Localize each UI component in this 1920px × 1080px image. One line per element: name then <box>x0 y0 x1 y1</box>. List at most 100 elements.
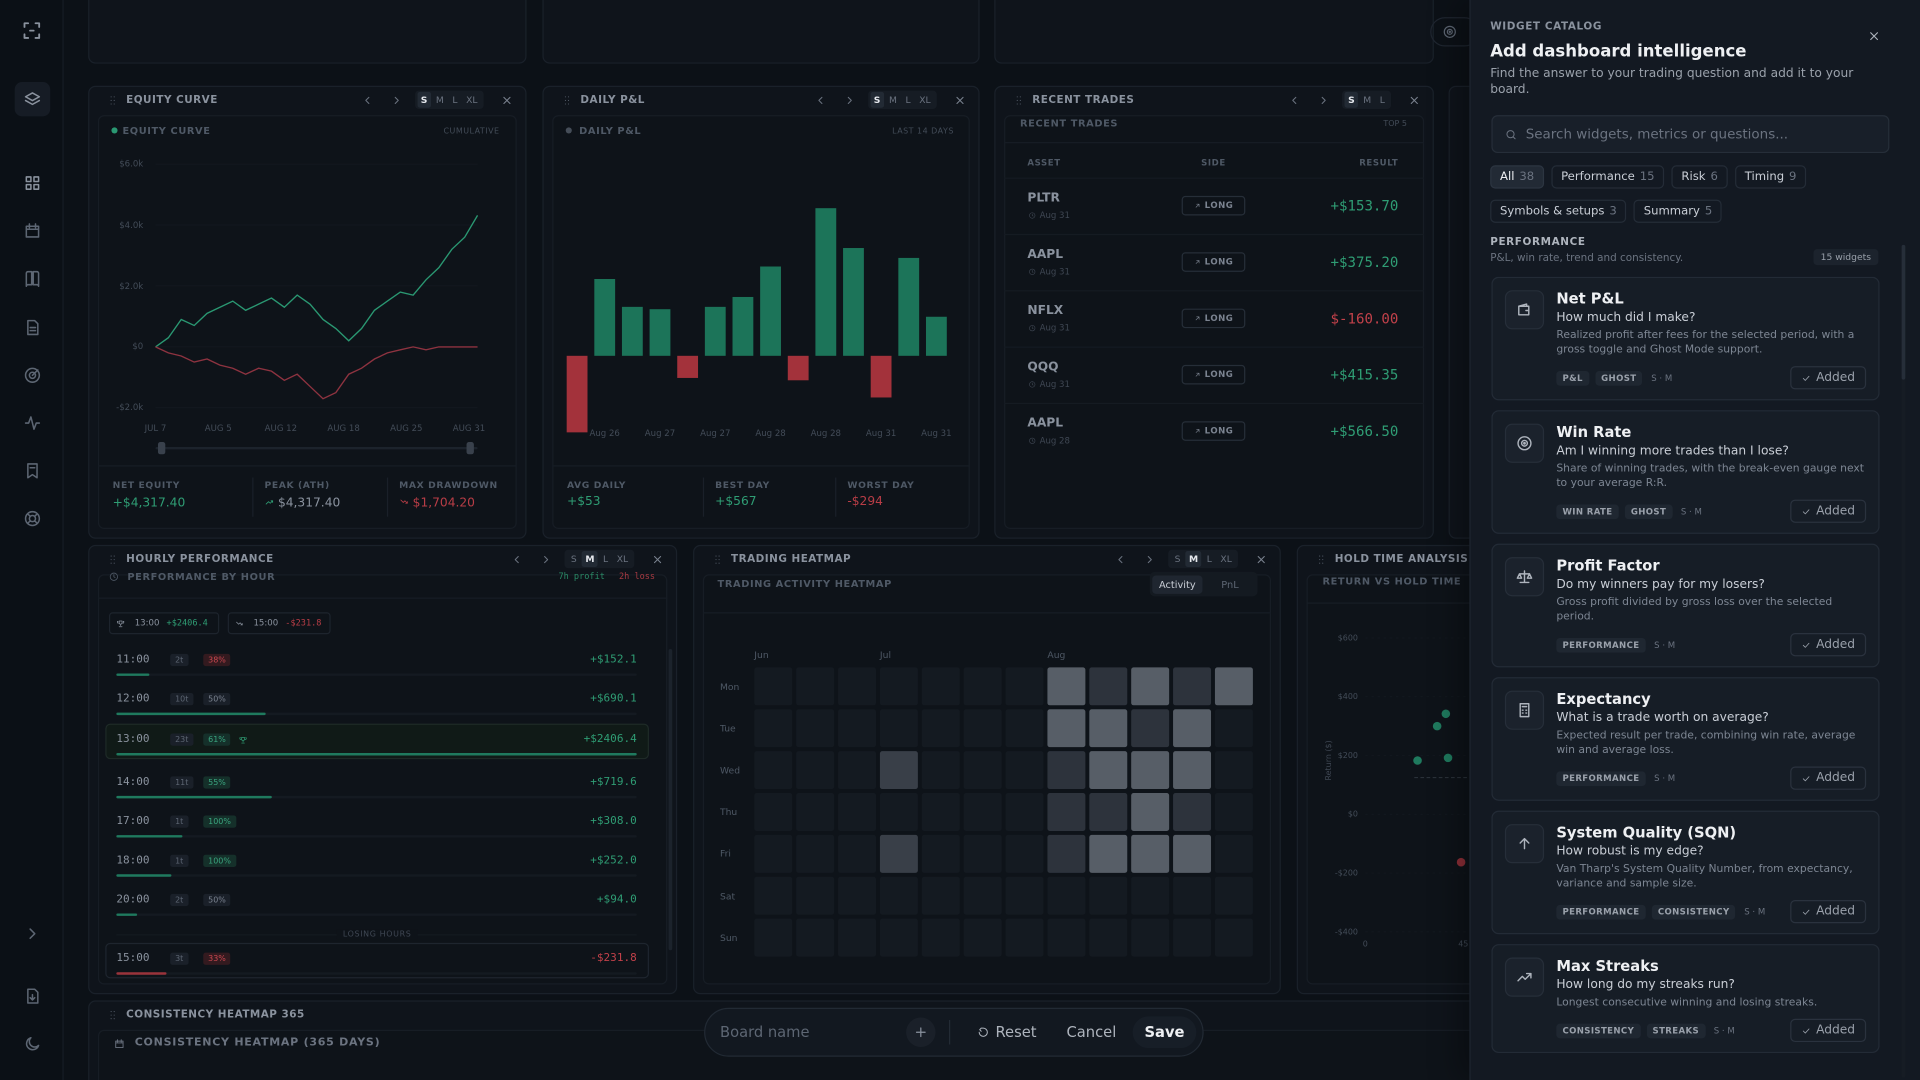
y-tick-label: $400 <box>1337 691 1358 702</box>
size-option[interactable]: XL <box>1220 553 1232 565</box>
nav-icon[interactable] <box>23 90 41 108</box>
filter-chip[interactable]: Timing 9 <box>1735 165 1807 189</box>
size-option[interactable]: S <box>570 553 577 565</box>
board-name-input[interactable]: Board name <box>720 1023 810 1041</box>
size-option[interactable]: M <box>1363 94 1372 106</box>
drag-handle[interactable] <box>107 553 119 565</box>
filter-chip[interactable]: All 38 <box>1490 165 1544 189</box>
size-option[interactable]: XL <box>616 553 629 565</box>
prev-button[interactable] <box>511 553 523 565</box>
size-option[interactable]: S <box>1344 91 1359 108</box>
widget-card[interactable]: Max Streaks How long do my streaks run? Lo… <box>1491 944 1880 1054</box>
nav-icon[interactable] <box>23 413 41 431</box>
size-option[interactable]: XL <box>919 94 931 106</box>
widget-card[interactable]: System Quality (SQN) How robust is my edg… <box>1491 810 1880 935</box>
drag-handle[interactable] <box>107 1008 119 1020</box>
heat-cell <box>921 667 960 706</box>
close-button[interactable] <box>501 94 513 106</box>
size-option[interactable]: M <box>888 94 897 106</box>
nav-icon[interactable] <box>23 318 41 336</box>
filter-chip[interactable]: Summary 5 <box>1633 198 1723 223</box>
nav-icon[interactable] <box>23 269 41 287</box>
widget-card[interactable]: Net P&L How much did I make? Realized prof… <box>1491 276 1880 401</box>
filter-label: Risk <box>1681 170 1706 184</box>
widget-cut <box>542 0 980 64</box>
nav-icon[interactable] <box>23 173 41 191</box>
size-option[interactable]: M <box>1185 551 1202 567</box>
catalog-close[interactable] <box>1867 29 1880 42</box>
heat-cell <box>1089 876 1128 915</box>
prev-button[interactable] <box>1288 94 1300 106</box>
added-button[interactable]: Added <box>1790 366 1867 390</box>
prev-button[interactable] <box>1115 553 1127 565</box>
prev-button[interactable] <box>814 94 826 106</box>
filter-count: 9 <box>1789 170 1797 184</box>
size-option[interactable]: XL <box>466 94 478 106</box>
size-option[interactable]: L <box>1379 94 1385 106</box>
next-button[interactable] <box>1317 94 1329 106</box>
nav-icon[interactable] <box>23 924 41 942</box>
drag-handle[interactable] <box>1013 94 1025 106</box>
prev-button-shape <box>1292 96 1297 104</box>
win-rate: 50% <box>203 693 231 706</box>
range-handle[interactable] <box>466 442 474 455</box>
prev-button[interactable] <box>361 94 373 106</box>
size-option[interactable]: S <box>417 91 432 108</box>
filter-chip[interactable]: Symbols & setups 3 <box>1490 198 1627 223</box>
day-label: Tue <box>720 722 736 734</box>
card-question: Am I winning more trades than I lose? <box>1556 444 1789 458</box>
size-option[interactable]: M <box>581 551 599 567</box>
filter-chip[interactable]: Risk 6 <box>1671 165 1728 189</box>
added-button[interactable]: Added <box>1790 1018 1867 1043</box>
nav-icon[interactable] <box>23 986 41 1004</box>
card-icon-shape <box>1517 972 1532 982</box>
widget-card[interactable]: Expectancy What is a trade worth on avera… <box>1491 677 1880 801</box>
y-tick-label: $0 <box>1347 809 1358 820</box>
drag-handle[interactable] <box>561 94 573 106</box>
search-box[interactable]: Search widgets, metrics or questions... <box>1491 115 1890 154</box>
nav-icon[interactable] <box>23 461 41 479</box>
next-button[interactable] <box>540 553 552 565</box>
mode-option[interactable]: Activity <box>1152 574 1203 594</box>
size-option[interactable]: M <box>435 94 444 106</box>
panel-scroll-thumb[interactable] <box>1901 244 1906 380</box>
next-button[interactable] <box>843 94 855 106</box>
close-button[interactable] <box>954 94 966 106</box>
next-button[interactable] <box>1144 553 1156 565</box>
added-button[interactable]: Added <box>1790 900 1867 924</box>
close-button[interactable] <box>1408 94 1420 106</box>
cancel-button[interactable]: Cancel <box>1066 1023 1117 1041</box>
reset-button[interactable]: Reset <box>995 1023 1037 1041</box>
size-option[interactable]: L <box>1206 553 1212 565</box>
filter-chip[interactable]: Performance 15 <box>1551 165 1665 189</box>
added-button[interactable]: Added <box>1790 499 1867 523</box>
mode-option[interactable]: PnL <box>1221 578 1239 590</box>
close-button[interactable] <box>651 553 663 565</box>
size-option[interactable]: L <box>905 94 911 106</box>
nav-icon[interactable] <box>23 366 41 384</box>
added-button[interactable]: Added <box>1790 766 1867 790</box>
nav-icon[interactable] <box>23 1034 41 1052</box>
nav-icon[interactable] <box>23 221 41 239</box>
widget-card[interactable]: Profit Factor Do my winners pay for my lo… <box>1491 543 1880 668</box>
card-icon-shape <box>1519 837 1530 850</box>
next-button[interactable] <box>390 94 402 106</box>
close-button-shape <box>503 96 511 104</box>
bar <box>843 248 864 356</box>
drag-handle[interactable] <box>1315 553 1327 565</box>
added-button[interactable]: Added <box>1790 633 1867 657</box>
nav-icon[interactable] <box>21 20 43 42</box>
size-option[interactable]: S <box>1174 553 1181 565</box>
close-button[interactable] <box>1255 553 1267 565</box>
nav-icon[interactable] <box>23 509 41 527</box>
range-handle[interactable] <box>157 442 166 455</box>
size-option[interactable]: L <box>452 94 458 106</box>
stat-value: +$53 <box>566 495 601 509</box>
size-option[interactable]: S <box>870 91 885 108</box>
nav-icon-shape <box>23 22 41 39</box>
drag-handle[interactable] <box>711 553 723 565</box>
widget-card[interactable]: Win Rate Am I winning more trades than I … <box>1491 410 1880 534</box>
save-button[interactable]: Save <box>1144 1023 1185 1041</box>
size-option[interactable]: L <box>603 553 609 565</box>
drag-handle[interactable] <box>107 94 119 106</box>
